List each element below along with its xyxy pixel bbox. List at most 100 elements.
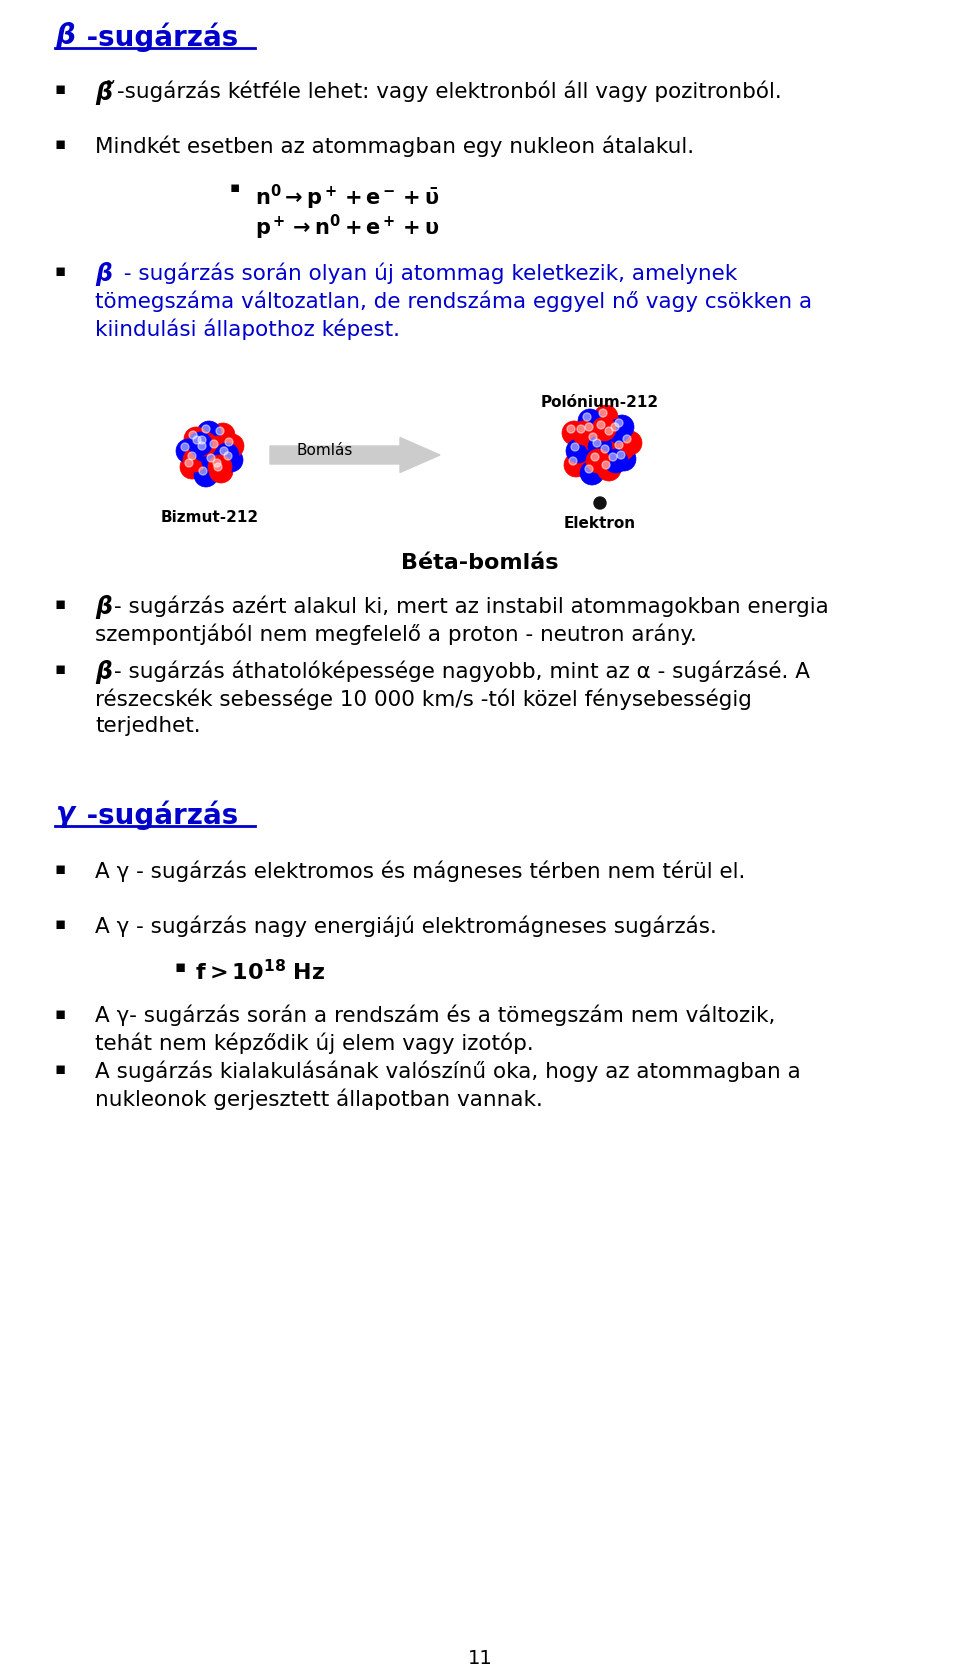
Circle shape bbox=[610, 438, 634, 461]
Circle shape bbox=[592, 418, 616, 441]
Circle shape bbox=[601, 444, 609, 453]
Circle shape bbox=[209, 459, 233, 483]
Text: β: β bbox=[95, 595, 112, 619]
Text: ▪: ▪ bbox=[55, 916, 66, 932]
Circle shape bbox=[605, 428, 613, 434]
Text: nukleonok gerjesztett állapotban vannak.: nukleonok gerjesztett állapotban vannak. bbox=[95, 1088, 542, 1110]
Text: ▪: ▪ bbox=[55, 661, 66, 678]
Circle shape bbox=[213, 459, 221, 466]
Text: Bizmut-212: Bizmut-212 bbox=[161, 510, 259, 525]
Text: tehát nem képződik új elem vagy izotóp.: tehát nem képződik új elem vagy izotóp. bbox=[95, 1033, 534, 1055]
Circle shape bbox=[181, 443, 189, 451]
Circle shape bbox=[216, 428, 224, 434]
Circle shape bbox=[591, 453, 599, 461]
Circle shape bbox=[211, 423, 235, 448]
Circle shape bbox=[564, 453, 588, 476]
Circle shape bbox=[583, 413, 591, 421]
Text: ▪: ▪ bbox=[55, 860, 66, 879]
Text: ▪: ▪ bbox=[55, 262, 66, 280]
Text: ▪: ▪ bbox=[230, 179, 240, 195]
Circle shape bbox=[571, 443, 579, 451]
Circle shape bbox=[569, 458, 577, 465]
Circle shape bbox=[210, 439, 218, 448]
Text: β: β bbox=[95, 262, 112, 287]
Circle shape bbox=[585, 423, 593, 431]
Circle shape bbox=[599, 409, 607, 418]
Circle shape bbox=[202, 449, 226, 475]
Circle shape bbox=[567, 424, 575, 433]
Circle shape bbox=[609, 453, 617, 461]
Circle shape bbox=[588, 434, 612, 459]
Circle shape bbox=[189, 431, 197, 439]
Circle shape bbox=[224, 453, 232, 459]
Circle shape bbox=[185, 459, 193, 466]
Text: ▪: ▪ bbox=[55, 1005, 66, 1023]
Circle shape bbox=[593, 439, 601, 448]
Text: ▪: ▪ bbox=[55, 595, 66, 614]
Text: - sugárzás azért alakul ki, mert az instabil atommagokban energia: - sugárzás azért alakul ki, mert az inst… bbox=[114, 595, 828, 617]
Text: tömegszáma változatlan, de rendszáma eggyel nő vagy csökken a: tömegszáma változatlan, de rendszáma egg… bbox=[95, 290, 812, 312]
Text: Elektron: Elektron bbox=[564, 517, 636, 532]
Circle shape bbox=[214, 463, 222, 471]
Text: -sugárzás: -sugárzás bbox=[77, 800, 238, 830]
Text: -sugárzás: -sugárzás bbox=[77, 22, 238, 52]
Circle shape bbox=[618, 431, 642, 454]
Circle shape bbox=[597, 421, 605, 429]
Circle shape bbox=[198, 436, 206, 444]
Circle shape bbox=[215, 443, 239, 466]
Circle shape bbox=[596, 441, 620, 465]
Circle shape bbox=[580, 461, 604, 485]
Circle shape bbox=[612, 448, 636, 471]
Circle shape bbox=[602, 461, 610, 470]
Circle shape bbox=[193, 433, 217, 456]
Text: A sugárzás kialakulásának valószínű oka, hogy az atommagban a: A sugárzás kialakulásának valószínű oka,… bbox=[95, 1060, 801, 1082]
Text: Bomlás: Bomlás bbox=[297, 443, 353, 458]
Circle shape bbox=[219, 448, 243, 471]
Text: A γ - sugárzás elektromos és mágneses térben nem térül el.: A γ - sugárzás elektromos és mágneses té… bbox=[95, 860, 745, 882]
Text: ▪: ▪ bbox=[175, 958, 186, 976]
Circle shape bbox=[566, 439, 590, 463]
Circle shape bbox=[586, 449, 610, 473]
Text: -sugárzás kétféle lehet: vagy elektronból áll vagy pozitronból.: -sugárzás kétféle lehet: vagy elektronbó… bbox=[117, 80, 781, 102]
Circle shape bbox=[584, 429, 608, 453]
Text: $\mathbf{f > 10^{18}\ Hz}$: $\mathbf{f > 10^{18}\ Hz}$ bbox=[195, 959, 325, 984]
Text: ▪: ▪ bbox=[55, 80, 66, 97]
Text: β̃: β̃ bbox=[95, 80, 112, 106]
Circle shape bbox=[188, 433, 212, 456]
Text: - sugárzás során olyan új atommag keletkezik, amelynek: - sugárzás során olyan új atommag keletk… bbox=[117, 262, 737, 283]
Circle shape bbox=[207, 454, 215, 461]
Circle shape bbox=[184, 428, 208, 451]
Text: szempontjából nem megfelelő a proton - neutron arány.: szempontjából nem megfelelő a proton - n… bbox=[95, 622, 697, 644]
Circle shape bbox=[606, 419, 630, 443]
Circle shape bbox=[589, 433, 597, 441]
Circle shape bbox=[597, 458, 621, 481]
Circle shape bbox=[615, 419, 623, 428]
Circle shape bbox=[572, 421, 596, 444]
Circle shape bbox=[183, 448, 207, 471]
Circle shape bbox=[594, 496, 606, 510]
Circle shape bbox=[199, 466, 207, 475]
Circle shape bbox=[220, 448, 228, 454]
Circle shape bbox=[194, 463, 218, 486]
Text: Mindkét esetben az atommagban egy nukleon átalakul.: Mindkét esetben az atommagban egy nukleo… bbox=[95, 136, 694, 156]
Circle shape bbox=[594, 406, 618, 429]
Circle shape bbox=[604, 449, 628, 473]
Text: ▪: ▪ bbox=[55, 1060, 66, 1078]
Text: $\mathbf{p^+ \rightarrow n^0 + e^+ + \upsilon}$: $\mathbf{p^+ \rightarrow n^0 + e^+ + \up… bbox=[255, 213, 440, 241]
Circle shape bbox=[188, 453, 196, 459]
Circle shape bbox=[225, 438, 233, 446]
Circle shape bbox=[208, 454, 232, 480]
Circle shape bbox=[611, 423, 619, 431]
Circle shape bbox=[610, 414, 634, 439]
FancyArrow shape bbox=[270, 438, 440, 473]
Text: ▪: ▪ bbox=[55, 136, 66, 153]
Circle shape bbox=[562, 421, 586, 444]
Text: β: β bbox=[55, 22, 75, 50]
Text: kiindulási állapothoz képest.: kiindulási állapothoz képest. bbox=[95, 319, 400, 339]
Text: Béta-bomlás: Béta-bomlás bbox=[401, 553, 559, 574]
Circle shape bbox=[585, 465, 593, 473]
Text: - sugárzás áthatolóképessége nagyobb, mint az α - sugárzásé. A: - sugárzás áthatolóképessége nagyobb, mi… bbox=[114, 661, 810, 681]
Text: β: β bbox=[95, 661, 112, 684]
Text: A γ- sugárzás során a rendszám és a tömegszám nem változik,: A γ- sugárzás során a rendszám és a töme… bbox=[95, 1005, 776, 1026]
Text: $\mathbf{n^0 \rightarrow p^+ + e^- + \bar{\upsilon}}$: $\mathbf{n^0 \rightarrow p^+ + e^- + \ba… bbox=[255, 183, 440, 213]
